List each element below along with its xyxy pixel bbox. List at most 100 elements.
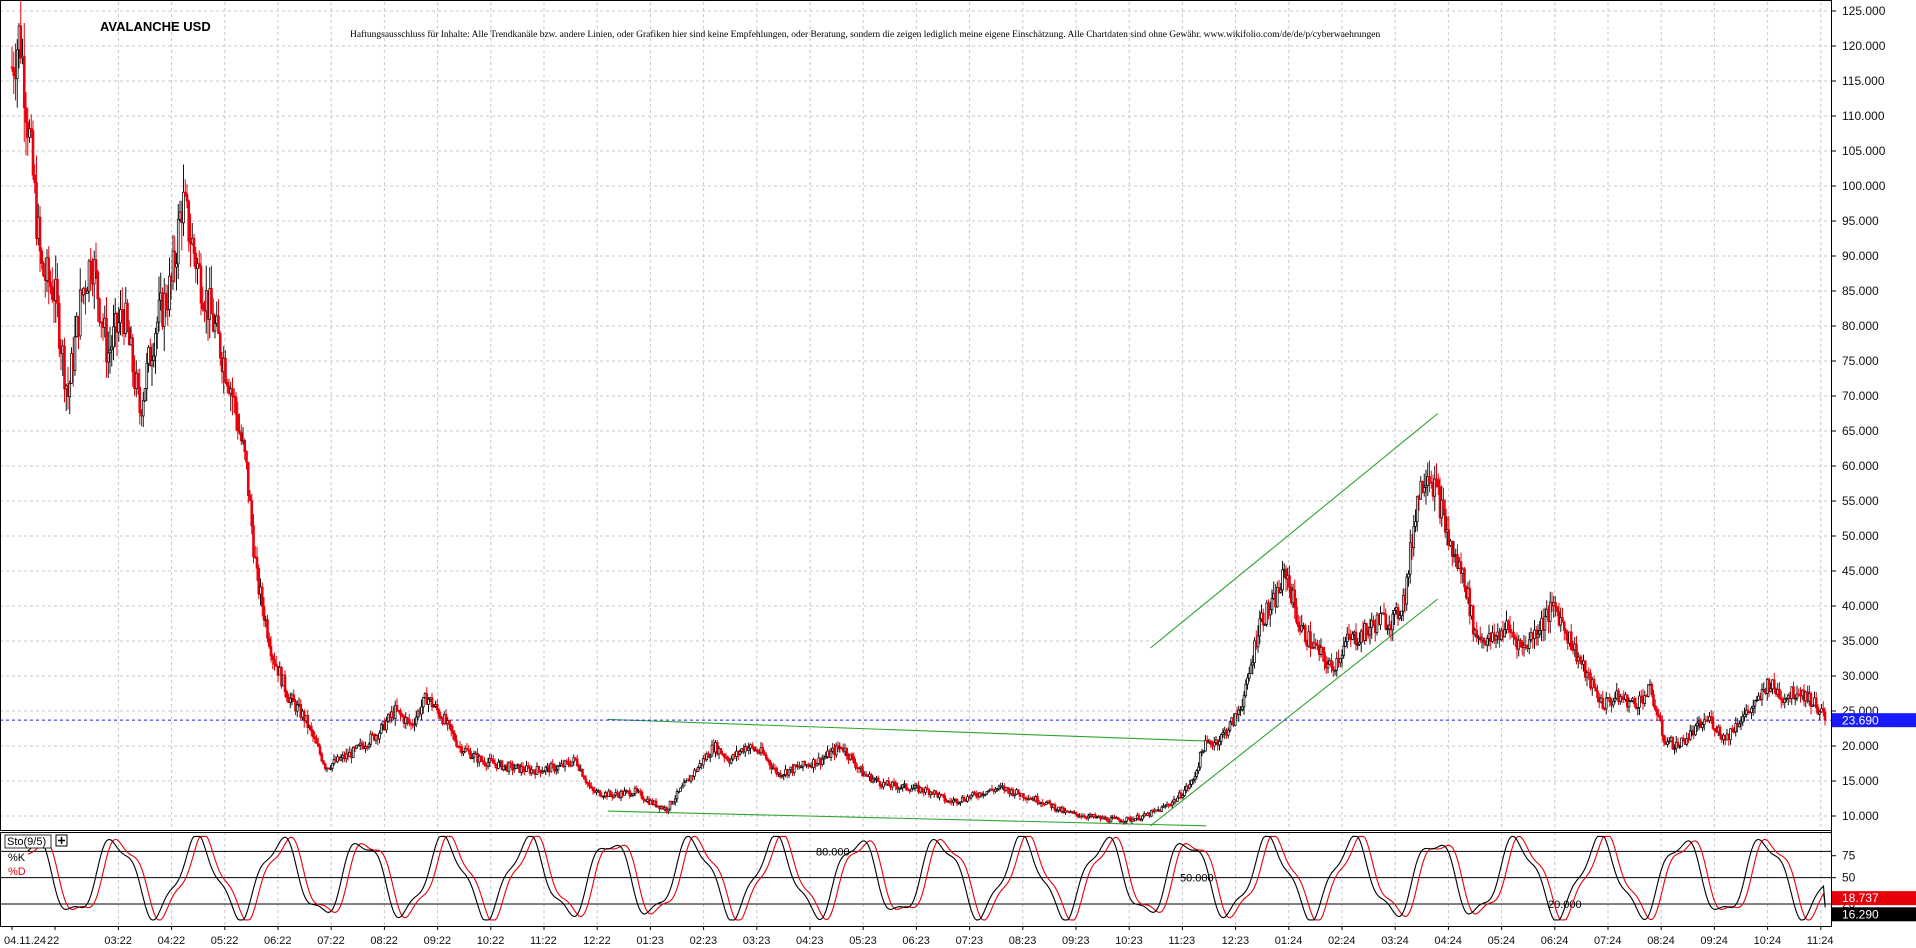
candle — [1414, 509, 1417, 533]
candle — [1709, 710, 1713, 724]
x-tick-label: 08:22 — [370, 935, 398, 947]
sto-d-line — [27, 835, 1826, 921]
candle — [243, 438, 247, 461]
candle — [425, 687, 429, 705]
candle — [581, 768, 584, 777]
candle — [701, 755, 705, 769]
candle — [1443, 499, 1447, 539]
candle — [1237, 705, 1241, 722]
candle — [682, 778, 686, 787]
candle — [1326, 657, 1330, 674]
candle — [1312, 633, 1316, 650]
candle — [577, 763, 581, 772]
candle — [925, 784, 929, 791]
candle — [631, 793, 635, 797]
candle — [1613, 691, 1617, 704]
candle — [1823, 707, 1827, 726]
candle — [469, 747, 472, 760]
trendline[interactable] — [607, 810, 1207, 827]
candle — [549, 761, 553, 773]
candle — [1303, 623, 1307, 645]
candle — [1592, 675, 1596, 689]
candle — [1795, 685, 1799, 702]
indicator-label[interactable]: Sto(9/5) — [4, 834, 68, 849]
x-tick-label: 11:23 — [1168, 935, 1195, 947]
candle — [1321, 646, 1325, 662]
candle — [175, 252, 178, 291]
candle — [1365, 622, 1368, 642]
candle — [199, 253, 203, 316]
candle — [869, 772, 873, 783]
candle — [1494, 634, 1498, 649]
candle — [157, 276, 161, 332]
candle — [1149, 809, 1153, 818]
x-tick-label: 03:23 — [743, 935, 771, 947]
trendline[interactable] — [1150, 598, 1439, 827]
candle — [1769, 682, 1773, 693]
candle — [512, 763, 516, 774]
candle — [616, 789, 619, 798]
x-tick-label: 12:22 — [583, 935, 611, 947]
candle — [257, 564, 261, 600]
candle — [267, 632, 271, 649]
candle — [138, 368, 142, 425]
candle — [1118, 818, 1122, 823]
candle — [1342, 636, 1346, 659]
price-grid — [0, 2, 1831, 926]
candle — [1783, 693, 1787, 709]
candle — [635, 785, 639, 794]
candle — [798, 761, 801, 770]
candle — [437, 708, 441, 720]
candle — [1536, 624, 1540, 646]
candle — [537, 765, 541, 774]
candle — [1190, 779, 1193, 788]
candle — [973, 790, 976, 796]
candle — [1221, 728, 1225, 738]
candle — [890, 780, 894, 791]
candle — [1660, 715, 1664, 741]
candle — [824, 751, 828, 759]
candle — [176, 204, 180, 280]
candle — [1041, 798, 1045, 807]
candle — [73, 315, 77, 376]
candle — [668, 800, 672, 812]
candle — [57, 295, 61, 358]
candle — [1578, 654, 1582, 664]
candle — [684, 780, 688, 783]
candle — [1471, 604, 1475, 642]
candle — [1393, 607, 1396, 625]
candle — [521, 761, 525, 775]
candle — [1485, 635, 1489, 652]
candle — [1198, 751, 1202, 771]
candle — [42, 261, 45, 278]
candle — [306, 709, 310, 735]
candle — [1604, 691, 1608, 715]
candle — [1564, 628, 1568, 641]
y-tick-label: 10.000 — [1842, 809, 1879, 823]
candle — [1083, 813, 1087, 819]
candle — [1620, 693, 1624, 704]
candle — [497, 758, 500, 770]
trendline[interactable] — [607, 718, 1207, 742]
trendline[interactable] — [1150, 413, 1439, 649]
candle — [1643, 690, 1647, 707]
candle — [1792, 681, 1795, 700]
candle — [983, 793, 987, 797]
sto-k-line — [27, 835, 1826, 921]
x-tick-label: 11:24 — [1807, 935, 1834, 947]
candle — [1617, 688, 1620, 705]
candle — [938, 791, 941, 801]
x-tick-label: 03:22 — [104, 935, 132, 947]
candle — [1676, 737, 1680, 748]
candle — [1016, 789, 1020, 795]
candle — [707, 751, 710, 758]
candle — [154, 327, 157, 374]
candle — [1183, 786, 1186, 797]
candle — [582, 774, 586, 780]
candle — [1415, 495, 1419, 532]
candle — [1330, 653, 1333, 673]
expand-icon[interactable] — [55, 834, 68, 847]
candle — [311, 728, 315, 742]
candle — [117, 306, 121, 342]
